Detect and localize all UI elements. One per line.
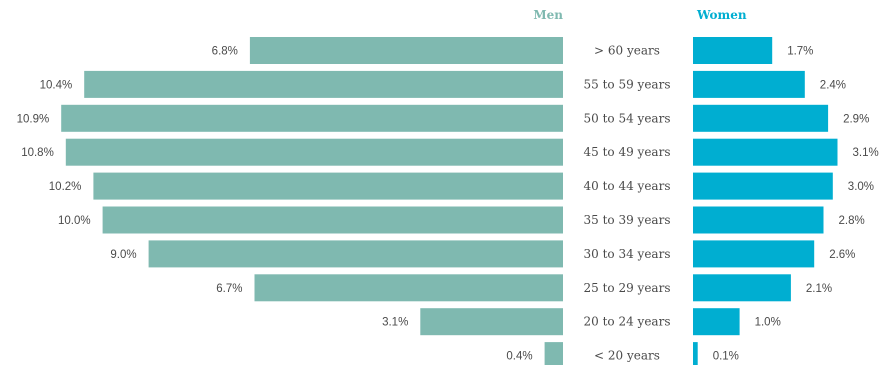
women-bar — [693, 342, 698, 365]
age-group-label: 30 to 34 years — [584, 247, 671, 261]
age-group-label: 20 to 24 years — [584, 315, 671, 329]
age-group-label: 50 to 54 years — [584, 111, 671, 125]
men-bar — [254, 274, 563, 302]
men-value-label: 10.0% — [58, 215, 91, 227]
age-group-label: 45 to 49 years — [584, 145, 671, 159]
women-value-label: 2.6% — [829, 249, 855, 261]
women-value-label: 2.4% — [820, 79, 846, 91]
men-bar — [148, 240, 563, 268]
women-value-label: 1.0% — [755, 317, 781, 329]
age-group-label: < 20 years — [594, 349, 660, 363]
men-bar — [61, 104, 563, 132]
men-bar — [544, 342, 563, 365]
men-value-label: 10.2% — [49, 181, 82, 193]
age-group-label: 40 to 44 years — [584, 179, 671, 193]
men-bars — [61, 37, 564, 365]
women-value-label: 1.7% — [787, 46, 813, 58]
men-value-label: 3.1% — [382, 317, 408, 329]
men-value-label: 10.8% — [21, 147, 54, 159]
men-bar — [102, 206, 563, 234]
men-value-label: 0.4% — [506, 351, 532, 363]
men-value-label: 10.9% — [17, 113, 50, 125]
women-bars — [693, 37, 838, 365]
men-bar — [249, 37, 563, 64]
women-bar — [693, 104, 829, 132]
men-bar — [84, 70, 563, 98]
men-value-label: 6.7% — [216, 283, 242, 295]
women-value-labels: 1.7% 2.4% 2.9% 3.1% 3.0% 2.8% 2.6% 2.1% 1.0% 0.1% — [713, 46, 879, 363]
men-bar — [420, 308, 563, 336]
women-bar — [693, 240, 815, 268]
women-value-label: 2.9% — [843, 113, 869, 125]
women-value-label: 2.1% — [806, 283, 832, 295]
women-value-label: 2.8% — [839, 215, 865, 227]
women-bar — [693, 37, 773, 64]
age-group-label: 25 to 29 years — [584, 281, 671, 295]
age-group-labels: > 60 years 55 to 59 years 50 to 54 years 45… — [584, 44, 671, 363]
age-group-label: > 60 years — [594, 44, 660, 58]
women-bar — [693, 308, 740, 336]
women-value-label: 3.1% — [853, 147, 879, 159]
men-value-label: 10.4% — [40, 79, 73, 91]
men-value-labels: 6.8% 10.4% 10.9% 10.8% 10.2% 10.0% 9.0% 6.7% 3.1… — [17, 46, 533, 363]
women-bar — [693, 70, 805, 98]
women-value-label: 0.1% — [713, 351, 739, 363]
age-group-label: 35 to 39 years — [584, 213, 671, 227]
men-value-label: 6.8% — [212, 46, 238, 58]
women-bar — [693, 138, 838, 166]
legend-women: Women — [696, 8, 747, 22]
women-value-label: 3.0% — [848, 181, 874, 193]
women-bar — [693, 172, 833, 200]
women-bar — [693, 274, 791, 302]
men-bar — [93, 172, 564, 200]
age-group-label: 55 to 59 years — [584, 77, 671, 91]
legend-men: Men — [533, 8, 563, 22]
men-bar — [65, 138, 564, 166]
men-value-label: 9.0% — [110, 249, 136, 261]
women-bar — [693, 206, 824, 234]
